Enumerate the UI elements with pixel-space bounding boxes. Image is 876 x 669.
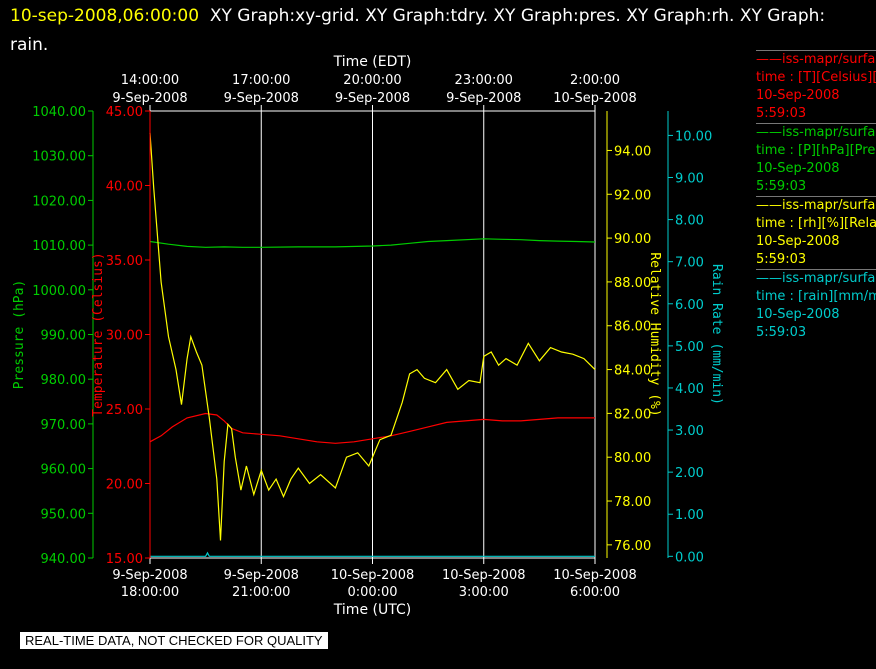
legend-line: time : [T][Celsius][T: [756, 70, 876, 85]
top-tick-label: 10-Sep-2008: [553, 91, 637, 106]
humidity-tick-label: 94.00: [614, 144, 651, 159]
humidity-tick-label: 90.00: [614, 232, 651, 247]
pressure-tick-label: 1000.00: [32, 284, 86, 299]
rain-tick-label: 6.00: [675, 298, 704, 313]
legend-item: ——iss-mapr/surface time : [rain][mm/min 10…: [756, 269, 876, 342]
top-tick-label: 9-Sep-2008: [224, 91, 299, 106]
top-tick-label: 9-Sep-2008: [446, 91, 521, 106]
humidity-tick-label: 78.00: [614, 495, 651, 510]
bottom-tick-label: 10-Sep-2008: [442, 568, 526, 583]
bottom-tick-label: 6:00:00: [570, 585, 620, 600]
pressure-axis-label: Pressure (hPa): [12, 280, 27, 390]
temperature-tick-label: 30.00: [106, 329, 143, 344]
series-line-rain: [150, 551, 595, 557]
grid-lines: [260, 111, 485, 558]
top-tick-label: 14:00:00: [121, 73, 179, 88]
quality-note: REAL-TIME DATA, NOT CHECKED FOR QUALITY: [20, 632, 328, 649]
bottom-tick-label: 21:00:00: [232, 585, 290, 600]
rain-tick-label: 3.00: [675, 424, 704, 439]
series-line-temperature: [149, 412, 595, 444]
pressure-tick-label: 970.00: [41, 418, 87, 433]
top-tick-label: 20:00:00: [343, 73, 401, 88]
pressure-tick-label: 990.00: [41, 329, 87, 344]
pressure-tick-label: 980.00: [41, 373, 87, 388]
legend-line: 5:59:03: [756, 178, 876, 197]
bottom-tick-label: 10-Sep-2008: [331, 568, 415, 583]
top-tick-label: 2:00:00: [570, 73, 620, 88]
legend-line: time : [rain][mm/min: [756, 289, 876, 304]
humidity-tick-label: 86.00: [614, 320, 651, 335]
legend-line: 10-Sep-2008: [756, 161, 840, 176]
rain-tick-label: 1.00: [675, 508, 704, 523]
legend-line: 5:59:03: [756, 105, 876, 124]
rain-tick-label: 8.00: [675, 214, 704, 229]
temperature-tick-label: 45.00: [106, 105, 143, 120]
legend-line: ——iss-mapr/surface: [756, 50, 876, 67]
legend-line: time : [rh][%][Relati: [756, 216, 876, 231]
top-tick-label: 9-Sep-2008: [112, 91, 187, 106]
bottom-tick-label: 3:00:00: [459, 585, 509, 600]
legend-item: ——iss-mapr/surface time : [rh][%][Relati 1…: [756, 196, 876, 270]
legend-line: 10-Sep-2008: [756, 88, 840, 103]
temperature-tick-label: 40.00: [106, 180, 143, 195]
bottom-axis-label: Time (UTC): [333, 602, 411, 618]
top-tick-label: 23:00:00: [455, 73, 513, 88]
legend-line: ——iss-mapr/surface: [756, 123, 876, 140]
pressure-tick-label: 960.00: [41, 463, 87, 478]
humidity-tick-label: 92.00: [614, 188, 651, 203]
temperature-axis-label: Temperature (Celsius): [91, 252, 106, 416]
xy-graph: 9-Sep-2008 18:00:00 9-Sep-2008 21:00:00 10-S…: [12, 54, 724, 618]
rain-tick-label: 2.00: [675, 466, 704, 481]
axes: 9-Sep-2008 18:00:00 9-Sep-2008 21:00:00 10-S…: [12, 54, 724, 618]
rain-tick-label: 5.00: [675, 340, 704, 355]
legend-line: 5:59:03: [756, 251, 876, 270]
rain-tick-label: 10.00: [675, 129, 712, 144]
legend-line: ——iss-mapr/surface: [756, 269, 876, 286]
bottom-tick-label: 9-Sep-2008: [224, 568, 299, 583]
temperature-tick-label: 25.00: [106, 403, 143, 418]
humidity-tick-label: 80.00: [614, 451, 651, 466]
pressure-tick-label: 940.00: [41, 552, 87, 567]
pressure-tick-label: 1040.00: [32, 105, 86, 120]
humidity-tick-label: 88.00: [614, 276, 651, 291]
top-tick-label: 17:00:00: [232, 73, 290, 88]
legend-line: ——iss-mapr/surface: [756, 196, 876, 213]
pressure-tick-label: 1030.00: [32, 150, 86, 165]
title-date: 10-sep-2008,06:00:00: [10, 6, 200, 26]
pressure-tick-label: 1010.00: [32, 239, 86, 254]
title-graph-list: XY Graph:xy-grid. XY Graph:tdry. XY Grap…: [10, 6, 826, 55]
humidity-tick-label: 82.00: [614, 407, 651, 422]
legend-line: 5:59:03: [756, 324, 876, 342]
legend-item: ——iss-mapr/surface time : [P][hPa][Pres 10…: [756, 123, 876, 197]
temperature-tick-label: 15.00: [106, 552, 143, 567]
legend-item: ——iss-mapr/surface time : [T][Celsius][T 1…: [756, 50, 876, 124]
bottom-tick-label: 0:00:00: [347, 585, 397, 600]
page-title: 10-sep-2008,06:00:00 XY Graph:xy-grid. X…: [10, 2, 860, 60]
temperature-tick-label: 20.00: [106, 478, 143, 493]
bottom-tick-label: 9-Sep-2008: [112, 568, 187, 583]
series-line-pressure: [149, 238, 596, 248]
temperature-tick-label: 35.00: [106, 254, 143, 269]
rain-tick-label: 4.00: [675, 382, 704, 397]
rain-tick-label: 9.00: [675, 172, 704, 187]
humidity-tick-label: 76.00: [614, 539, 651, 554]
pressure-tick-label: 1020.00: [32, 194, 86, 209]
series-line-humidity: [149, 132, 596, 541]
bottom-tick-label: 18:00:00: [121, 585, 179, 600]
humidity-axis-label: Relative Humidity (%): [647, 252, 662, 416]
rain-tick-label: 0.00: [675, 550, 704, 565]
legend-line: 10-Sep-2008: [756, 307, 840, 322]
data-series: [149, 132, 596, 557]
legend-line: 10-Sep-2008: [756, 234, 840, 249]
rain-tick-label: 7.00: [675, 256, 704, 271]
bottom-tick-label: 10-Sep-2008: [553, 568, 637, 583]
rain-axis-label: Rain Rate (mm/min): [709, 264, 724, 405]
pressure-tick-label: 950.00: [41, 507, 87, 522]
top-tick-label: 9-Sep-2008: [335, 91, 410, 106]
humidity-tick-label: 84.00: [614, 364, 651, 379]
legend-line: time : [P][hPa][Pres: [756, 143, 876, 158]
legend: ——iss-mapr/surface time : [T][Celsius][T 1…: [756, 50, 876, 342]
top-axis-label: Time (EDT): [333, 54, 412, 70]
